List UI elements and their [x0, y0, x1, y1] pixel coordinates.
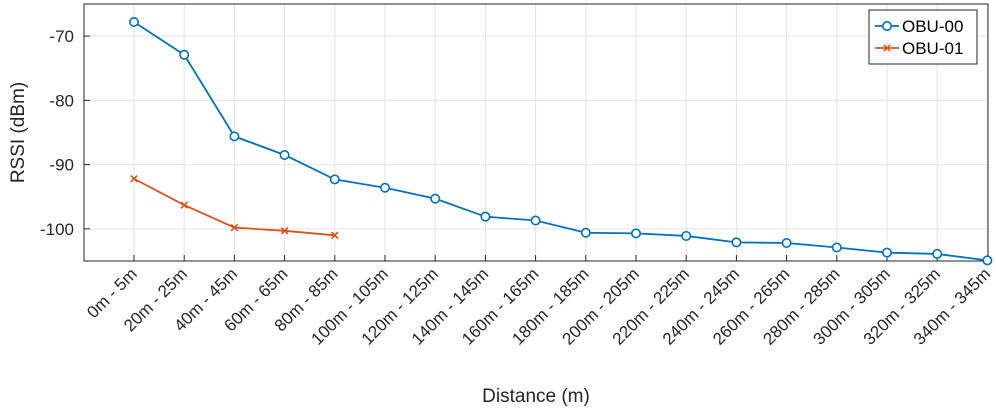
data-point: [230, 223, 239, 232]
y-tick-label: -80: [49, 91, 74, 110]
data-point: [280, 227, 289, 235]
series-group: [129, 16, 993, 266]
legend-item: OBU-00: [875, 17, 963, 36]
data-point: [329, 174, 340, 185]
grid: [84, 4, 988, 261]
y-tick-label: -100: [40, 220, 74, 239]
data-point: [180, 201, 188, 209]
data-point: [229, 131, 240, 142]
data-point: [129, 16, 140, 27]
data-point: [982, 255, 993, 266]
data-point: [932, 248, 943, 259]
y-tick-label: -70: [49, 27, 74, 46]
data-point: [480, 211, 491, 222]
legend-item: OBU-01: [875, 39, 963, 58]
legend-label: OBU-00: [902, 17, 963, 36]
data-point: [731, 237, 742, 248]
y-tick-label: -90: [49, 156, 74, 175]
data-point: [279, 149, 290, 160]
legend-marker: [881, 20, 892, 31]
y-axis-label: RSSI (dBm): [8, 82, 29, 183]
data-point: [881, 247, 892, 258]
data-point: [179, 49, 190, 60]
legend: OBU-00 OBU-01: [868, 9, 978, 65]
legend-box: [868, 9, 978, 65]
data-point: [130, 174, 138, 183]
data-point: [630, 228, 641, 239]
legend-marker: [883, 44, 891, 52]
data-point: [681, 230, 692, 241]
data-point: [781, 238, 792, 249]
y-axis: -100 -90 -80 -70: [40, 27, 90, 239]
data-point: [530, 215, 541, 226]
data-point: [379, 182, 390, 193]
series-line: [133, 21, 988, 262]
data-point: [580, 227, 591, 238]
data-point: [331, 231, 339, 240]
legend-label: OBU-01: [902, 39, 963, 58]
x-axis-label: Distance (m): [482, 386, 590, 407]
data-point: [831, 242, 842, 253]
data-point: [430, 193, 441, 204]
